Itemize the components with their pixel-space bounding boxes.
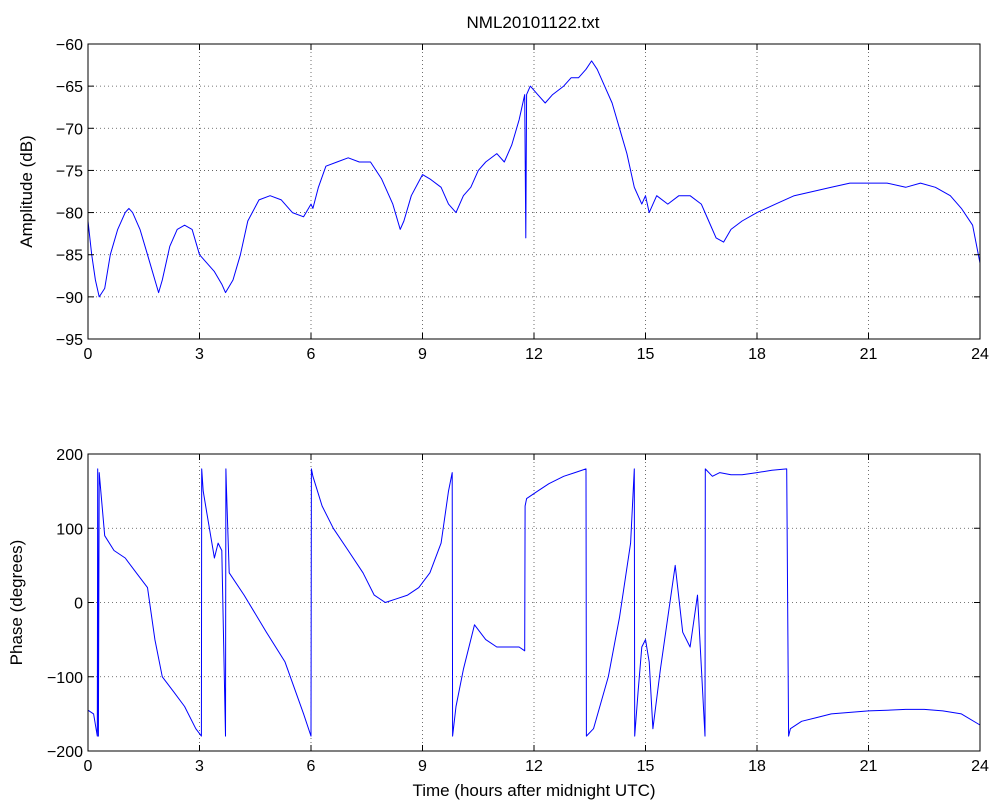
x-tick-label: 6 <box>307 758 316 775</box>
x-tick-label: 12 <box>525 758 543 775</box>
x-tick-label: 24 <box>971 758 989 775</box>
x-tick-label: 3 <box>195 346 204 363</box>
x-tick-label: 18 <box>748 346 766 363</box>
x-tick-label: 15 <box>637 758 655 775</box>
phase-plot: 0 3 6 9 12 15 18 21 24 −200 −100 0 100 200 Phase (degr… <box>7 447 989 800</box>
x-tick-label: 0 <box>84 758 93 775</box>
amplitude-plot: 0 3 6 9 12 15 18 21 24 −95 −90 −85 −80 −75 −70 −65 −60 Am… <box>17 37 989 363</box>
y-tick-label: 200 <box>56 447 83 464</box>
x-tick-label: 6 <box>307 346 316 363</box>
y-tick-label: −80 <box>56 206 83 223</box>
series-line <box>87 60 981 298</box>
x-tick-label: 18 <box>748 758 766 775</box>
y-axis-label: Phase (degrees) <box>7 540 26 666</box>
y-tick-label: 0 <box>74 596 83 613</box>
x-tick-label: 21 <box>860 758 878 775</box>
x-tick-label: 15 <box>637 346 655 363</box>
y-tick-label: −100 <box>47 670 83 687</box>
x-tick-label: 21 <box>860 346 878 363</box>
x-tick-label: 12 <box>525 346 543 363</box>
y-tick-label: −95 <box>56 332 83 349</box>
x-axis-label: Time (hours after midnight UTC) <box>412 781 655 800</box>
x-tick-label: 24 <box>971 346 989 363</box>
y-tick-label: −85 <box>56 248 83 265</box>
y-tick-label: 100 <box>56 521 83 538</box>
x-tick-label: 0 <box>84 346 93 363</box>
y-tick-label: −90 <box>56 290 83 307</box>
y-tick-label: −200 <box>47 744 83 761</box>
y-tick-label: −75 <box>56 163 83 180</box>
y-tick-label: −70 <box>56 121 83 138</box>
y-axis-label: Amplitude (dB) <box>17 135 36 247</box>
x-tick-label: 9 <box>418 758 427 775</box>
x-tick-label: 3 <box>195 758 204 775</box>
y-tick-label: −65 <box>56 79 83 96</box>
y-tick-label: −60 <box>56 37 83 54</box>
x-tick-label: 9 <box>418 346 427 363</box>
series-line <box>87 468 981 737</box>
chart-title: NML20101122.txt <box>467 13 600 32</box>
